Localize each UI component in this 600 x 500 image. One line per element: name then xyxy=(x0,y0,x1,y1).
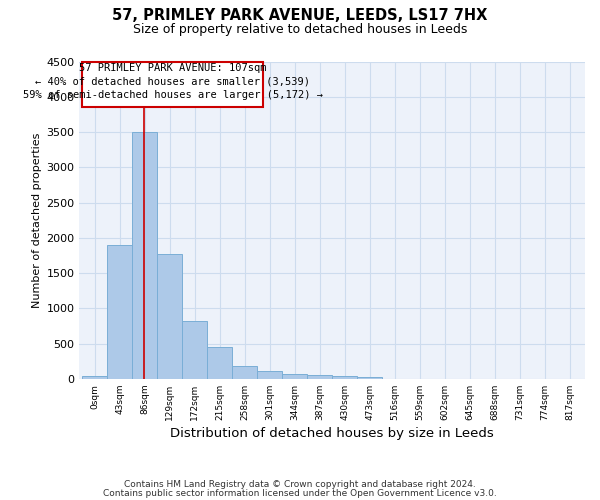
Text: 57 PRIMLEY PARK AVENUE: 107sqm: 57 PRIMLEY PARK AVENUE: 107sqm xyxy=(79,63,266,73)
Bar xyxy=(207,347,232,379)
Text: 59% of semi-detached houses are larger (5,172) →: 59% of semi-detached houses are larger (… xyxy=(23,90,323,100)
Bar xyxy=(357,378,382,379)
Y-axis label: Number of detached properties: Number of detached properties xyxy=(32,132,42,308)
Bar xyxy=(257,372,282,379)
Text: Contains HM Land Registry data © Crown copyright and database right 2024.: Contains HM Land Registry data © Crown c… xyxy=(124,480,476,489)
Bar xyxy=(232,366,257,379)
Bar xyxy=(157,254,182,379)
Bar xyxy=(82,376,107,379)
Text: ← 40% of detached houses are smaller (3,539): ← 40% of detached houses are smaller (3,… xyxy=(35,76,310,86)
Bar xyxy=(182,320,207,379)
Bar xyxy=(307,376,332,379)
Text: Size of property relative to detached houses in Leeds: Size of property relative to detached ho… xyxy=(133,22,467,36)
Bar xyxy=(107,245,132,379)
Bar xyxy=(332,376,357,379)
FancyBboxPatch shape xyxy=(82,62,263,106)
Text: Contains public sector information licensed under the Open Government Licence v3: Contains public sector information licen… xyxy=(103,488,497,498)
X-axis label: Distribution of detached houses by size in Leeds: Distribution of detached houses by size … xyxy=(170,427,494,440)
Text: 57, PRIMLEY PARK AVENUE, LEEDS, LS17 7HX: 57, PRIMLEY PARK AVENUE, LEEDS, LS17 7HX xyxy=(112,8,488,22)
Bar xyxy=(132,132,157,379)
Bar xyxy=(282,374,307,379)
